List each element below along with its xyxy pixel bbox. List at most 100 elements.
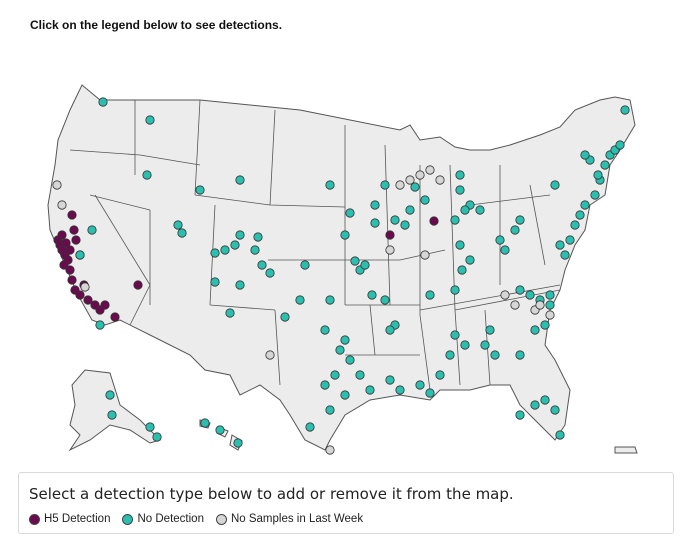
h5-detection-marker[interactable] — [133, 280, 143, 290]
h5-detection-marker[interactable] — [110, 312, 120, 322]
no-detection-marker[interactable] — [395, 385, 405, 395]
no-detection-marker[interactable] — [490, 350, 500, 360]
no-detection-marker[interactable] — [385, 375, 395, 385]
no-detection-marker[interactable] — [460, 205, 470, 215]
no-samples-marker[interactable] — [265, 350, 275, 360]
no-detection-marker[interactable] — [525, 290, 535, 300]
h5-detection-marker[interactable] — [69, 225, 79, 235]
no-detection-marker[interactable] — [455, 240, 465, 250]
no-detection-marker[interactable] — [230, 240, 240, 250]
no-detection-marker[interactable] — [495, 235, 505, 245]
no-detection-marker[interactable] — [515, 350, 525, 360]
no-detection-marker[interactable] — [450, 330, 460, 340]
no-detection-marker[interactable] — [320, 380, 330, 390]
no-samples-marker[interactable] — [535, 300, 545, 310]
no-detection-marker[interactable] — [515, 215, 525, 225]
no-detection-marker[interactable] — [145, 422, 155, 432]
h5-detection-marker[interactable] — [59, 260, 69, 270]
no-detection-marker[interactable] — [350, 256, 360, 266]
no-detection-marker[interactable] — [455, 170, 465, 180]
no-detection-marker[interactable] — [530, 325, 540, 335]
no-samples-marker[interactable] — [415, 170, 425, 180]
no-detection-marker[interactable] — [345, 355, 355, 365]
no-detection-marker[interactable] — [325, 180, 335, 190]
no-detection-marker[interactable] — [500, 245, 510, 255]
no-detection-marker[interactable] — [220, 245, 230, 255]
no-detection-marker[interactable] — [340, 230, 350, 240]
no-detection-marker[interactable] — [510, 225, 520, 235]
h5-detection-marker[interactable] — [61, 238, 71, 248]
no-detection-marker[interactable] — [225, 308, 235, 318]
no-detection-marker[interactable] — [435, 370, 445, 380]
no-detection-marker[interactable] — [450, 215, 460, 225]
no-detection-marker[interactable] — [465, 255, 475, 265]
no-detection-marker[interactable] — [300, 260, 310, 270]
legend-item-no-samples[interactable]: No Samples in Last Week — [215, 513, 363, 525]
no-detection-marker[interactable] — [475, 205, 485, 215]
no-detection-marker[interactable] — [235, 230, 245, 240]
h5-detection-marker[interactable] — [71, 235, 81, 245]
no-samples-marker[interactable] — [80, 282, 90, 292]
no-detection-marker[interactable] — [195, 185, 205, 195]
no-samples-marker[interactable] — [405, 175, 415, 185]
no-detection-marker[interactable] — [580, 200, 590, 210]
h5-detection-marker[interactable] — [57, 230, 67, 240]
no-detection-marker[interactable] — [550, 405, 560, 415]
no-detection-marker[interactable] — [215, 425, 225, 435]
no-detection-marker[interactable] — [280, 312, 290, 322]
no-detection-marker[interactable] — [515, 410, 525, 420]
no-detection-marker[interactable] — [420, 195, 430, 205]
no-detection-marker[interactable] — [445, 350, 455, 360]
no-detection-marker[interactable] — [600, 160, 610, 170]
no-detection-marker[interactable] — [380, 295, 390, 305]
no-detection-marker[interactable] — [550, 180, 560, 190]
no-samples-marker[interactable] — [510, 300, 520, 310]
no-samples-marker[interactable] — [420, 250, 430, 260]
no-detection-marker[interactable] — [555, 240, 565, 250]
no-detection-marker[interactable] — [142, 170, 152, 180]
no-detection-marker[interactable] — [615, 140, 625, 150]
no-detection-marker[interactable] — [340, 335, 350, 345]
no-detection-marker[interactable] — [95, 320, 105, 330]
no-detection-marker[interactable] — [253, 232, 263, 242]
legend-item-no-detection[interactable]: No Detection — [122, 513, 204, 525]
no-detection-marker[interactable] — [380, 180, 390, 190]
no-samples-marker[interactable] — [57, 200, 67, 210]
no-detection-marker[interactable] — [360, 260, 370, 270]
no-detection-marker[interactable] — [425, 290, 435, 300]
no-detection-marker[interactable] — [565, 235, 575, 245]
no-detection-marker[interactable] — [305, 422, 315, 432]
no-detection-marker[interactable] — [335, 345, 345, 355]
h5-detection-marker[interactable] — [75, 290, 85, 300]
no-detection-marker[interactable] — [570, 220, 580, 230]
no-detection-marker[interactable] — [355, 370, 365, 380]
no-detection-marker[interactable] — [235, 175, 245, 185]
no-detection-marker[interactable] — [575, 210, 585, 220]
no-detection-marker[interactable] — [485, 325, 495, 335]
no-detection-marker[interactable] — [367, 290, 377, 300]
no-detection-marker[interactable] — [590, 190, 600, 200]
h5-detection-marker[interactable] — [100, 300, 110, 310]
no-detection-marker[interactable] — [325, 405, 335, 415]
no-detection-marker[interactable] — [210, 277, 220, 287]
no-samples-marker[interactable] — [435, 175, 445, 185]
no-detection-marker[interactable] — [370, 218, 380, 228]
no-detection-marker[interactable] — [257, 260, 267, 270]
no-detection-marker[interactable] — [370, 200, 380, 210]
no-detection-marker[interactable] — [400, 220, 410, 230]
no-samples-marker[interactable] — [500, 290, 510, 300]
no-detection-marker[interactable] — [75, 250, 85, 260]
no-samples-marker[interactable] — [425, 165, 435, 175]
no-detection-marker[interactable] — [405, 205, 415, 215]
no-detection-marker[interactable] — [173, 220, 183, 230]
no-samples-marker[interactable] — [545, 310, 555, 320]
no-detection-marker[interactable] — [107, 410, 117, 420]
no-detection-marker[interactable] — [455, 185, 465, 195]
no-detection-marker[interactable] — [540, 395, 550, 405]
no-samples-marker[interactable] — [325, 445, 335, 455]
no-detection-marker[interactable] — [295, 295, 305, 305]
no-samples-marker[interactable] — [395, 180, 405, 190]
no-detection-marker[interactable] — [145, 115, 155, 125]
no-detection-marker[interactable] — [87, 225, 97, 235]
no-detection-marker[interactable] — [340, 390, 350, 400]
